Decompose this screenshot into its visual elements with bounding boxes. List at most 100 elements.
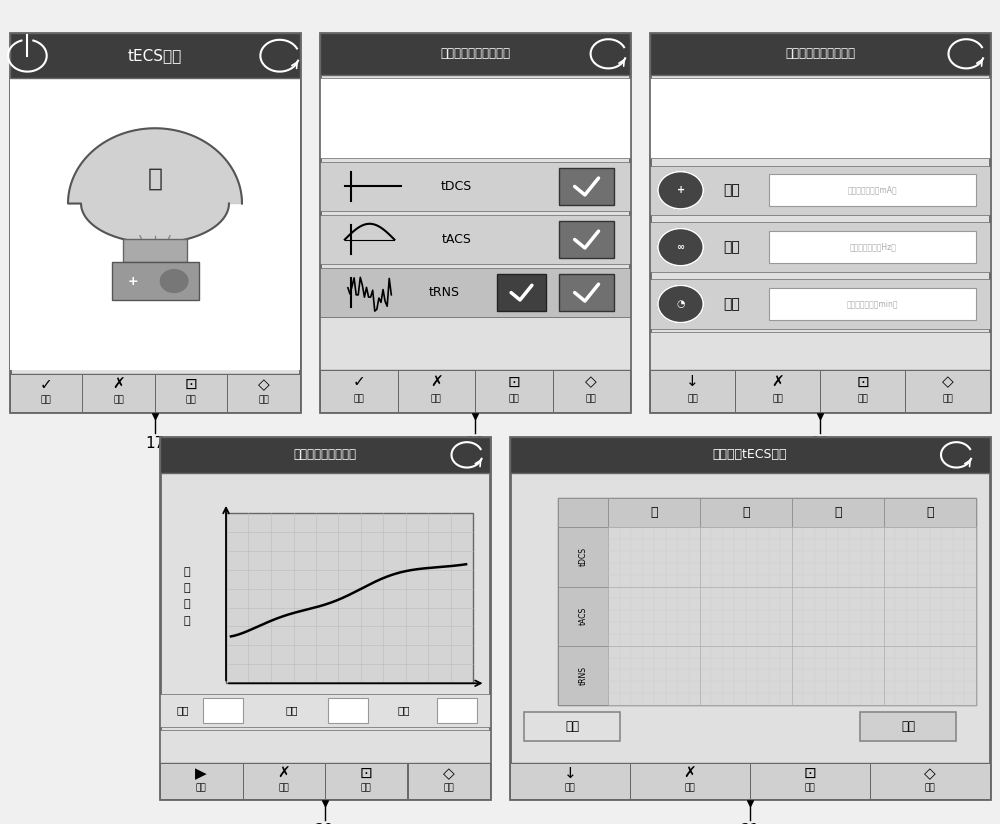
Text: 月: 月 [834, 506, 842, 519]
Bar [510, 437, 990, 799]
Bar [750, 763, 870, 799]
Text: 20: 20 [315, 823, 335, 824]
Bar [870, 763, 990, 799]
Circle shape [658, 171, 703, 209]
Bar [510, 763, 630, 799]
Bar [160, 694, 490, 727]
Text: tDCS: tDCS [579, 547, 588, 566]
Text: ↓: ↓ [564, 765, 576, 780]
Bar [123, 239, 187, 262]
Bar [226, 513, 473, 683]
Bar [559, 168, 614, 205]
Text: 显示: 显示 [186, 396, 197, 405]
Text: 设定: 设定 [431, 394, 442, 403]
Text: 输入幅値（单位mA）: 输入幅値（单位mA） [848, 185, 898, 194]
Bar [650, 33, 990, 412]
Text: 记录: 记录 [925, 783, 935, 792]
Text: ✗: ✗ [430, 374, 443, 390]
Text: ▶: ▶ [195, 765, 207, 780]
Text: 记录您的tECS刺激: 记录您的tECS刺激 [713, 448, 787, 461]
Bar [559, 221, 614, 258]
Bar [325, 763, 408, 799]
Bar [650, 370, 735, 412]
Text: 电
流
波
形: 电 流 波 形 [183, 567, 190, 626]
Bar [320, 370, 630, 412]
Text: 17: 17 [145, 436, 165, 451]
Bar [700, 646, 792, 705]
Circle shape [658, 285, 703, 323]
Text: ◇: ◇ [258, 377, 270, 392]
Bar [650, 78, 990, 158]
Text: 记录: 记录 [942, 394, 953, 403]
Bar [558, 527, 608, 587]
Bar [160, 437, 490, 473]
Text: 设定: 设定 [772, 394, 783, 403]
Text: ✗: ✗ [277, 765, 290, 780]
Text: 年: 年 [926, 506, 933, 519]
Text: 模式: 模式 [565, 783, 575, 792]
Bar [437, 698, 477, 723]
Text: ✗: ✗ [771, 374, 784, 390]
Bar [10, 33, 300, 412]
Text: 链接: 链接 [565, 720, 579, 733]
Text: 时间: 时间 [723, 297, 740, 311]
Bar [320, 33, 630, 412]
Text: 设定: 设定 [113, 396, 124, 405]
Text: tRNS: tRNS [428, 286, 460, 299]
Bar [884, 499, 976, 527]
Text: tACS: tACS [579, 607, 588, 625]
Bar [160, 763, 490, 799]
Bar [700, 527, 792, 587]
Text: 模式: 模式 [353, 394, 364, 403]
Bar [160, 763, 242, 799]
Text: 选择合适您的刺激模式: 选择合适您的刺激模式 [440, 47, 510, 60]
Text: 时间: 时间 [398, 705, 410, 715]
Text: tDCS: tDCS [441, 180, 472, 193]
Bar [320, 268, 630, 317]
Bar [769, 288, 976, 320]
Bar [242, 763, 325, 799]
Text: 显示: 显示 [361, 783, 372, 792]
Bar [510, 437, 990, 473]
Bar [558, 499, 976, 527]
Bar [227, 374, 300, 412]
Text: 同步: 同步 [901, 720, 915, 733]
Text: 设定合适您的刺激参数: 设定合适您的刺激参数 [785, 47, 855, 60]
Text: ◇: ◇ [924, 765, 936, 780]
Text: ✓: ✓ [40, 377, 53, 392]
Text: 显示您所设定的信息: 显示您所设定的信息 [293, 448, 356, 461]
Text: ⊡: ⊡ [360, 765, 373, 780]
Bar [160, 437, 490, 799]
Bar [650, 279, 990, 329]
Text: ⊡: ⊡ [185, 377, 198, 392]
Bar [160, 730, 490, 763]
Text: 记录: 记录 [443, 783, 454, 792]
Text: 记录: 记录 [586, 394, 597, 403]
Bar [558, 587, 608, 646]
Text: ↓: ↓ [686, 374, 699, 390]
Bar [650, 332, 990, 370]
Bar [475, 370, 552, 412]
Bar [820, 370, 905, 412]
Bar [792, 646, 884, 705]
Text: tRNS: tRNS [579, 666, 588, 685]
Bar [700, 499, 792, 527]
Text: ◔: ◔ [676, 299, 685, 309]
Bar [524, 712, 620, 742]
Text: 日: 日 [650, 506, 658, 519]
Bar [792, 499, 884, 527]
Text: ✓: ✓ [352, 374, 365, 390]
Text: ∞: ∞ [677, 242, 685, 252]
Bar [320, 33, 630, 75]
Bar [552, 370, 630, 412]
Bar [608, 646, 700, 705]
Text: 电流: 电流 [723, 183, 740, 197]
Bar [735, 370, 820, 412]
Bar [320, 370, 398, 412]
Text: ⊡: ⊡ [856, 374, 869, 390]
Text: 19: 19 [810, 436, 830, 451]
Bar [10, 33, 300, 78]
Text: ⊡: ⊡ [507, 374, 520, 390]
Text: tACS: tACS [441, 233, 471, 246]
Text: ◇: ◇ [585, 374, 597, 390]
